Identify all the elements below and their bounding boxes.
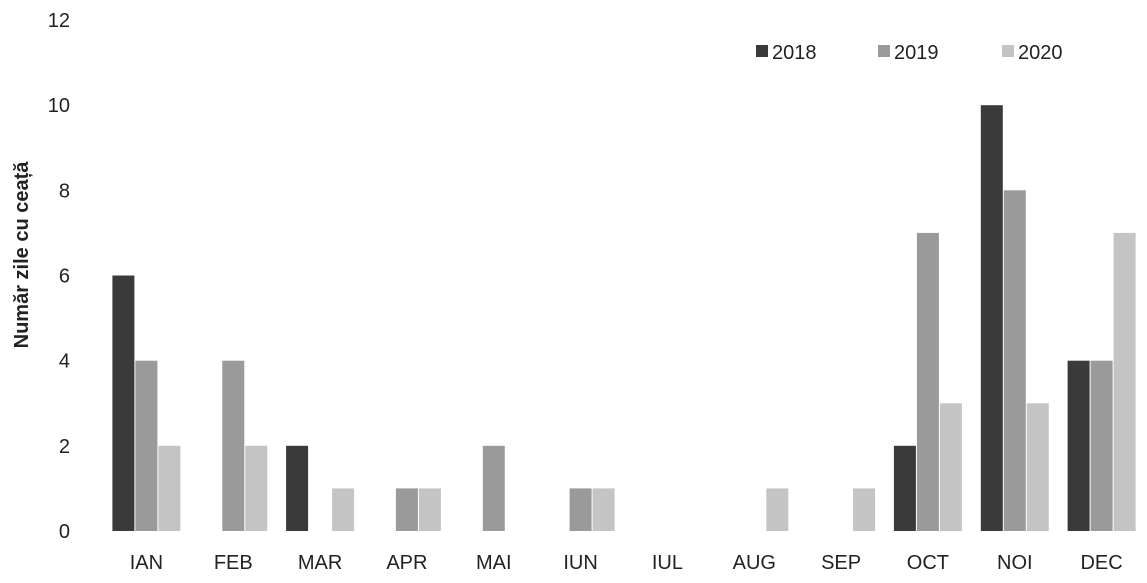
y-tick-label: 8: [59, 180, 70, 202]
x-tick-label: NOI: [997, 552, 1033, 574]
bar-2019-noi: [1003, 190, 1026, 532]
bar-2018-dec: [1067, 360, 1090, 531]
legend-swatch-2019: [878, 45, 890, 57]
y-tick-label: 2: [59, 436, 70, 458]
y-axis-label: Număr zile cu ceață: [11, 161, 33, 349]
bar-2018-noi: [980, 105, 1003, 531]
y-tick-label: 0: [59, 521, 70, 543]
bars: [112, 105, 1136, 532]
bar-2020-iun: [592, 488, 615, 531]
x-tick-label: MAI: [476, 552, 512, 574]
bar-2018-mar: [286, 445, 309, 531]
bar-2020-sep: [853, 488, 876, 531]
x-tick-label: OCT: [907, 552, 949, 574]
bar-2020-aug: [766, 488, 789, 531]
legend-label-2020: 2020: [1018, 42, 1063, 64]
x-tick-label: MAR: [298, 552, 342, 574]
bar-2019-feb: [222, 360, 245, 531]
y-tick-label: 4: [59, 351, 70, 373]
bar-2018-ian: [112, 275, 135, 531]
y-axis-ticks: 0 2 4 6 8 10 12: [48, 10, 70, 543]
legend-swatch-2018: [756, 45, 768, 57]
legend-swatch-2020: [1002, 45, 1014, 57]
bar-2019-oct: [916, 232, 939, 531]
x-axis-ticks: IAN FEB MAR APR MAI IUN IUL AUG SEP OCT NOI DEC: [130, 552, 1123, 574]
legend-label-2018: 2018: [772, 42, 817, 64]
y-tick-label: 6: [59, 266, 70, 288]
bar-2020-mar: [332, 488, 355, 531]
bar-2020-dec: [1113, 232, 1136, 531]
bar-2019-ian: [135, 360, 158, 531]
bar-2019-apr: [395, 488, 418, 531]
bar-2020-ian: [158, 445, 181, 531]
y-tick-label: 12: [48, 10, 70, 32]
legend: 2018 2019 2020: [756, 42, 1063, 64]
bar-2019-mai: [482, 445, 505, 531]
y-tick-label: 10: [48, 95, 70, 117]
bar-2020-apr: [418, 488, 441, 531]
bar-2019-iun: [569, 488, 592, 531]
bar-2020-noi: [1026, 403, 1049, 532]
x-tick-label: IAN: [130, 552, 163, 574]
x-tick-label: IUN: [563, 552, 597, 574]
bar-2020-feb: [245, 445, 268, 531]
bar-2018-oct: [893, 445, 916, 531]
legend-label-2019: 2019: [894, 42, 939, 64]
x-tick-label: AUG: [733, 552, 776, 574]
bar-2019-dec: [1090, 360, 1113, 531]
x-tick-label: APR: [386, 552, 427, 574]
x-tick-label: IUL: [652, 552, 683, 574]
x-tick-label: SEP: [821, 552, 861, 574]
x-tick-label: FEB: [214, 552, 253, 574]
bar-2020-oct: [939, 403, 962, 532]
x-tick-label: DEC: [1080, 552, 1122, 574]
